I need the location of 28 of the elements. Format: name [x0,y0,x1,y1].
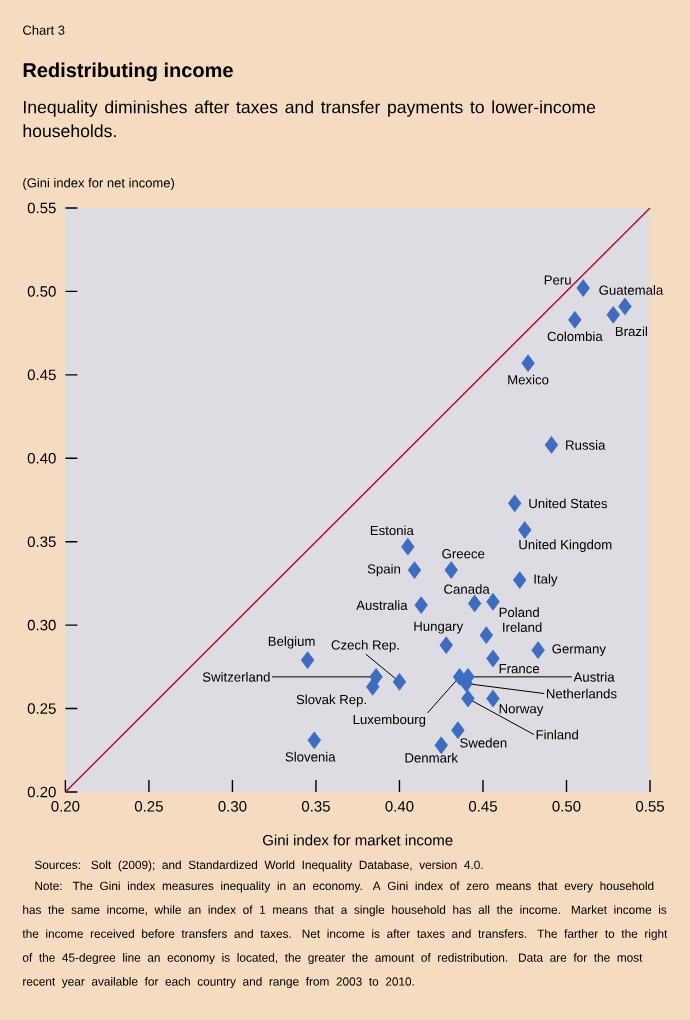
point [461,689,475,708]
point [407,561,422,579]
point [518,521,532,539]
point [307,731,321,750]
point [479,626,494,644]
point [300,651,315,669]
point [392,673,407,691]
point [451,721,465,740]
point [366,678,380,696]
point [486,649,500,668]
point [513,571,527,589]
chart-subtitle: Inequality diminishes after taxes and transfer payments to lower-income households. [23,100,596,138]
point [439,636,453,654]
point [508,494,522,513]
point [444,561,458,579]
point [606,305,620,324]
point [544,436,559,454]
point [486,592,500,611]
point [414,596,428,614]
point [486,689,500,708]
point [568,310,582,329]
point [618,297,632,316]
point [401,537,415,556]
point [521,354,535,372]
point [467,594,482,613]
point [576,279,590,297]
chart-title: Redistributing income [23,62,233,82]
point [531,641,545,659]
